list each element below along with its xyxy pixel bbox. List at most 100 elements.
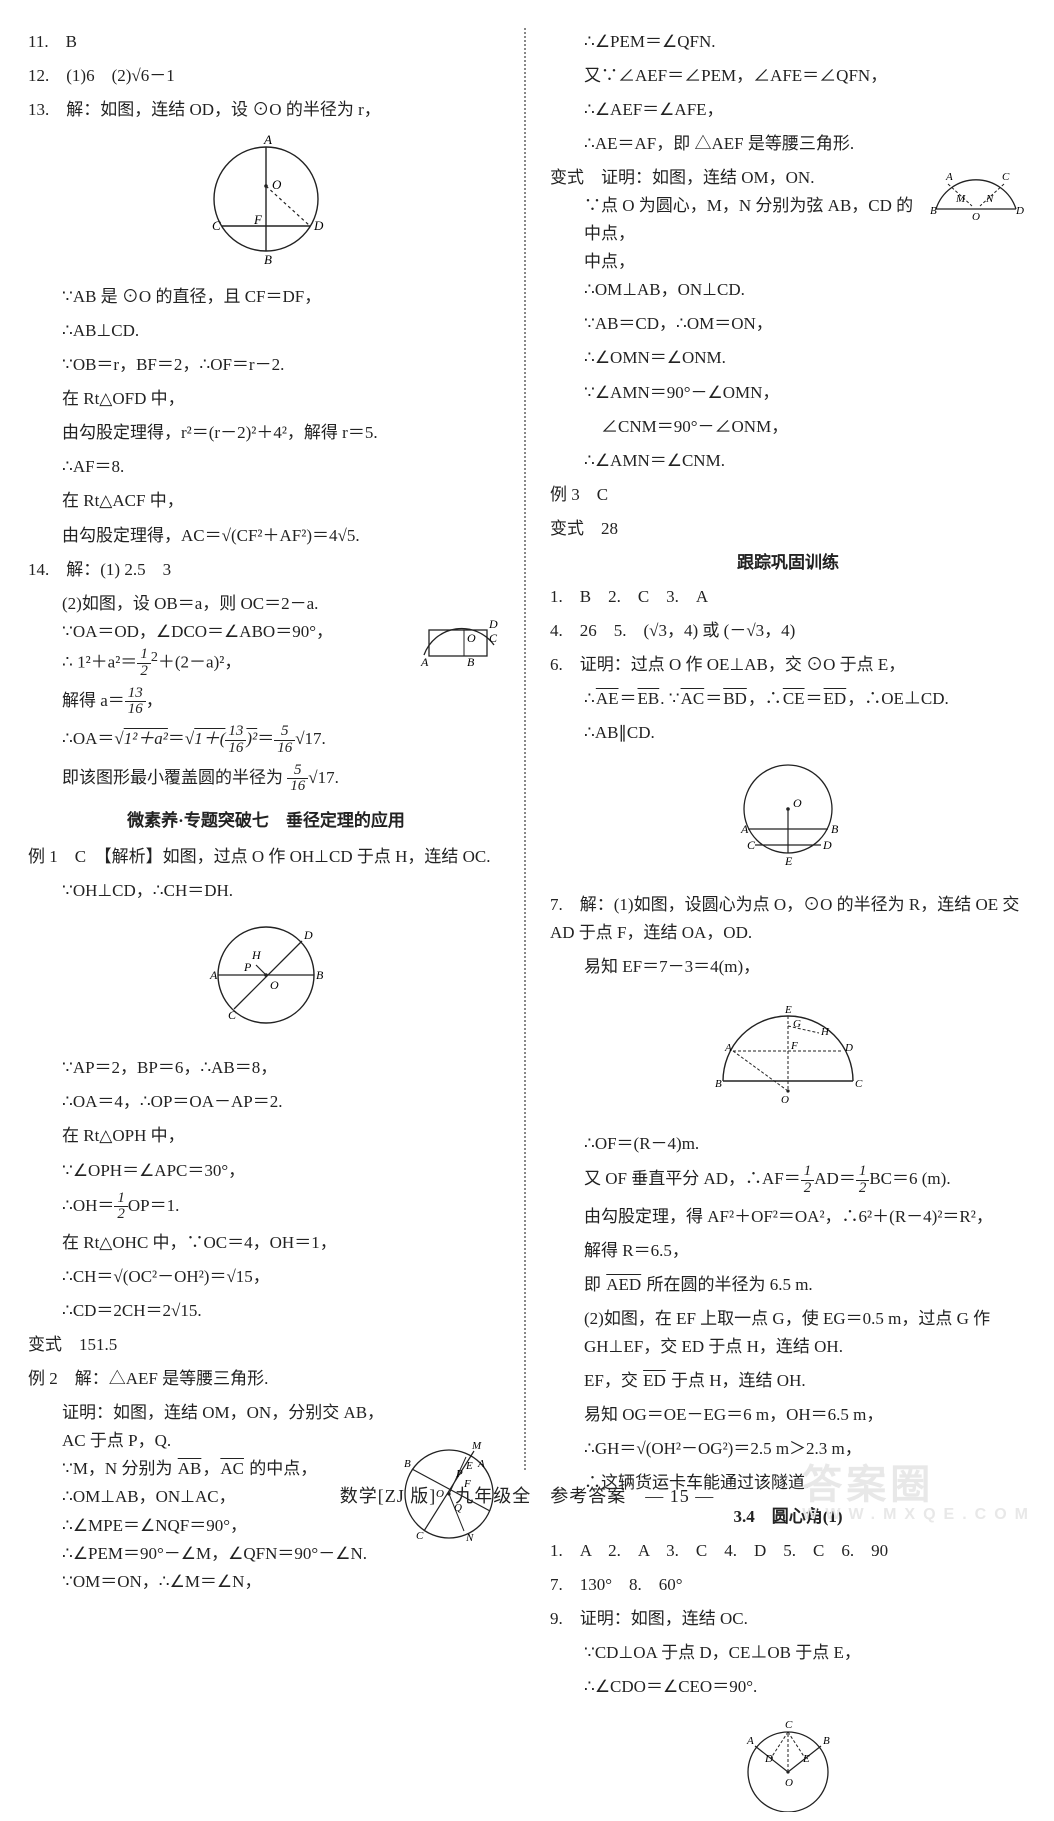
ex1-a4: ∴OH＝12OP＝1. [28,1191,504,1224]
q13-figure: A O F C D B [28,134,504,273]
q14-figure: A B D C O [409,590,504,679]
ex1-a0: ∵AP＝2，BP＝6，∴AB＝8， [28,1054,504,1082]
q7-head: 7. 解：(1)如图，设圆心为点 O，⊙O 的半径为 R，连结 OE 交 AD … [550,891,1026,947]
q9-figure: A B C D E O [550,1712,1026,1821]
q13-l4: 由勾股定理得，r²＝(r－2)²＋4²，解得 r＝5. [28,419,504,447]
ex3: 例 3 C [550,481,1026,509]
svg-text:B: B [467,655,475,669]
q7-4: 解得 R＝6.5， [550,1237,1026,1265]
svg-text:C: C [228,1008,237,1022]
track-row1: 1. B 2. C 3. A [550,583,1026,611]
svg-text:O: O [785,1777,793,1789]
var1: 变式 151.5 [28,1331,504,1359]
q7-0: 易知 EF＝7－3＝4(m)， [550,953,1026,981]
svg-text:D: D [764,1753,773,1765]
watermark-line1: 答案圈 [802,1463,934,1507]
var2-05: 中点， [550,248,1026,276]
q14-l4: ∴OA＝√1²＋a²＝√1＋(1316)²＝516√17. [28,724,504,757]
svg-text:C: C [855,1078,863,1090]
svg-text:O: O [272,177,282,192]
svg-text:B: B [264,252,272,264]
right-column: ∴∠PEM＝∠QFN. 又∵∠AEF＝∠PEM，∠AFE＝∠QFN， ∴∠AEF… [528,28,1026,1470]
svg-text:C: C [1002,171,1010,183]
svg-text:G: G [793,1018,801,1030]
track-row2: 4. 26 5. (√3，4) 或 (－√3，4) [550,617,1026,645]
q13-l6: 在 Rt△ACF 中， [28,487,504,515]
svg-text:A: A [209,968,218,982]
q13-l0: ∵AB 是 ⊙O 的直径，且 CF＝DF， [28,283,504,311]
ex1-a6: ∴CH＝√(OC²－OH²)＝√15， [28,1263,504,1291]
q6-figure: O A B C D E [550,757,1026,881]
svg-text:P: P [455,1468,463,1480]
q11: 11. B [28,28,504,56]
svg-text:M: M [955,193,966,205]
var2-2: ∵AB＝CD，∴OM＝ON， [550,310,1026,338]
q6-1: ∴AB∥CD. [550,719,1026,747]
var3: 变式 28 [550,515,1026,543]
page: 11. B 12. (1)6 (2)√6－1 13. 解：如图，连结 OD，设 … [0,0,1054,1470]
svg-text:O: O [793,796,802,810]
svg-text:A: A [420,655,429,669]
r34-row: 1. A 2. A 3. C 4. D 5. C 6. 90 [550,1537,1026,1565]
svg-text:H: H [251,948,262,962]
section-title-1: 微素养·专题突破七 垂径定理的应用 [28,807,504,835]
svg-text:E: E [784,854,793,868]
q13-l7: 由勾股定理得，AC＝√(CF²＋AF²)＝4√5. [28,522,504,550]
q13-l5: ∴AF＝8. [28,453,504,481]
ex1-a3: ∵∠OPH＝∠APC＝30°， [28,1157,504,1185]
ex2-head: 例 2 解：△AEF 是等腰三角形. [28,1365,504,1393]
cont-1: 又∵∠AEF＝∠PEM，∠AFE＝∠QFN， [550,62,1026,90]
q9-1: ∴∠CDO＝∠CEO＝90°. [550,1673,1026,1701]
svg-text:O: O [781,1094,789,1106]
svg-text:F: F [253,212,263,227]
q13-l3: 在 Rt△OFD 中， [28,385,504,413]
q9-head: 9. 证明：如图，连结 OC. [550,1605,1026,1633]
svg-text:B: B [823,1735,830,1747]
svg-text:A: A [740,822,749,836]
svg-text:N: N [465,1532,474,1544]
ex1-a5: 在 Rt△OHC 中，∵OC＝4，OH＝1， [28,1229,504,1257]
svg-text:O: O [467,631,476,645]
q7-7: 易知 OG＝OE－EG＝6 m，OH＝6.5 m， [550,1401,1026,1429]
svg-text:F: F [790,1040,798,1052]
q14-l3: 解得 a＝1316， [28,686,504,719]
svg-text:B: B [930,205,937,217]
q7-2: 又 OF 垂直平分 AD，∴AF＝12AD＝12BC＝6 (m). [550,1164,1026,1197]
ex2-a5: ∵OM＝ON，∴∠M＝∠N， [28,1568,504,1596]
var2-5: ∠CNM＝90°－∠ONM， [550,413,1026,441]
svg-text:A: A [263,134,272,147]
svg-text:H: H [820,1026,830,1038]
svg-text:B: B [831,822,839,836]
svg-text:B: B [715,1078,722,1090]
svg-text:C: C [416,1530,424,1542]
svg-text:D: D [488,617,498,631]
q6-0: ∴AE＝EB. ∵AC＝BD，∴CE＝ED，∴OE⊥CD. [550,685,1026,713]
svg-text:B: B [404,1458,411,1470]
var2-4: ∵∠AMN＝90°－∠OMN， [550,379,1026,407]
svg-text:A: A [945,171,953,183]
q13-head: 13. 解：如图，连结 OD，设 ⊙O 的半径为 r， [28,96,504,124]
q13-l2: ∵OB＝r，BF＝2，∴OF＝r－2. [28,351,504,379]
q7-5: 即 AED 所在圆的半径为 6.5 m. [550,1271,1026,1299]
svg-text:A: A [724,1042,732,1054]
q14-l5: 即该图形最小覆盖圆的半径为 516√17. [28,763,504,796]
svg-text:E: E [784,1004,792,1016]
q7-figure: E G H A D F B C O [550,991,1026,1120]
watermark: 答案圈 WWW.MXQE.COM [802,1452,1036,1524]
q7-3: 由勾股定理，得 AF²＋OF²＝OA²，∴6²＋(R－4)²＝R²， [550,1203,1026,1231]
svg-text:B: B [316,968,324,982]
q7-6b: EF，交 ED 于点 H，连结 OH. [550,1367,1026,1395]
cont-3: ∴AE＝AF，即 △AEF 是等腰三角形. [550,130,1026,158]
cont-2: ∴∠AEF＝∠AFE， [550,96,1026,124]
svg-text:D: D [1015,205,1024,217]
ex1-figure: A B C D P H O [28,915,504,1044]
svg-text:D: D [313,218,324,233]
svg-text:C: C [489,631,498,645]
column-separator [524,28,526,1470]
ex1-a2: 在 Rt△OPH 中， [28,1122,504,1150]
svg-text:D: D [844,1042,853,1054]
svg-text:E: E [465,1460,473,1472]
q14-head: 14. 解：(1) 2.5 3 [28,556,504,584]
q6-head: 6. 证明：过点 O 作 OE⊥AB，交 ⊙O 于点 E， [550,651,1026,679]
svg-text:N: N [985,193,994,205]
